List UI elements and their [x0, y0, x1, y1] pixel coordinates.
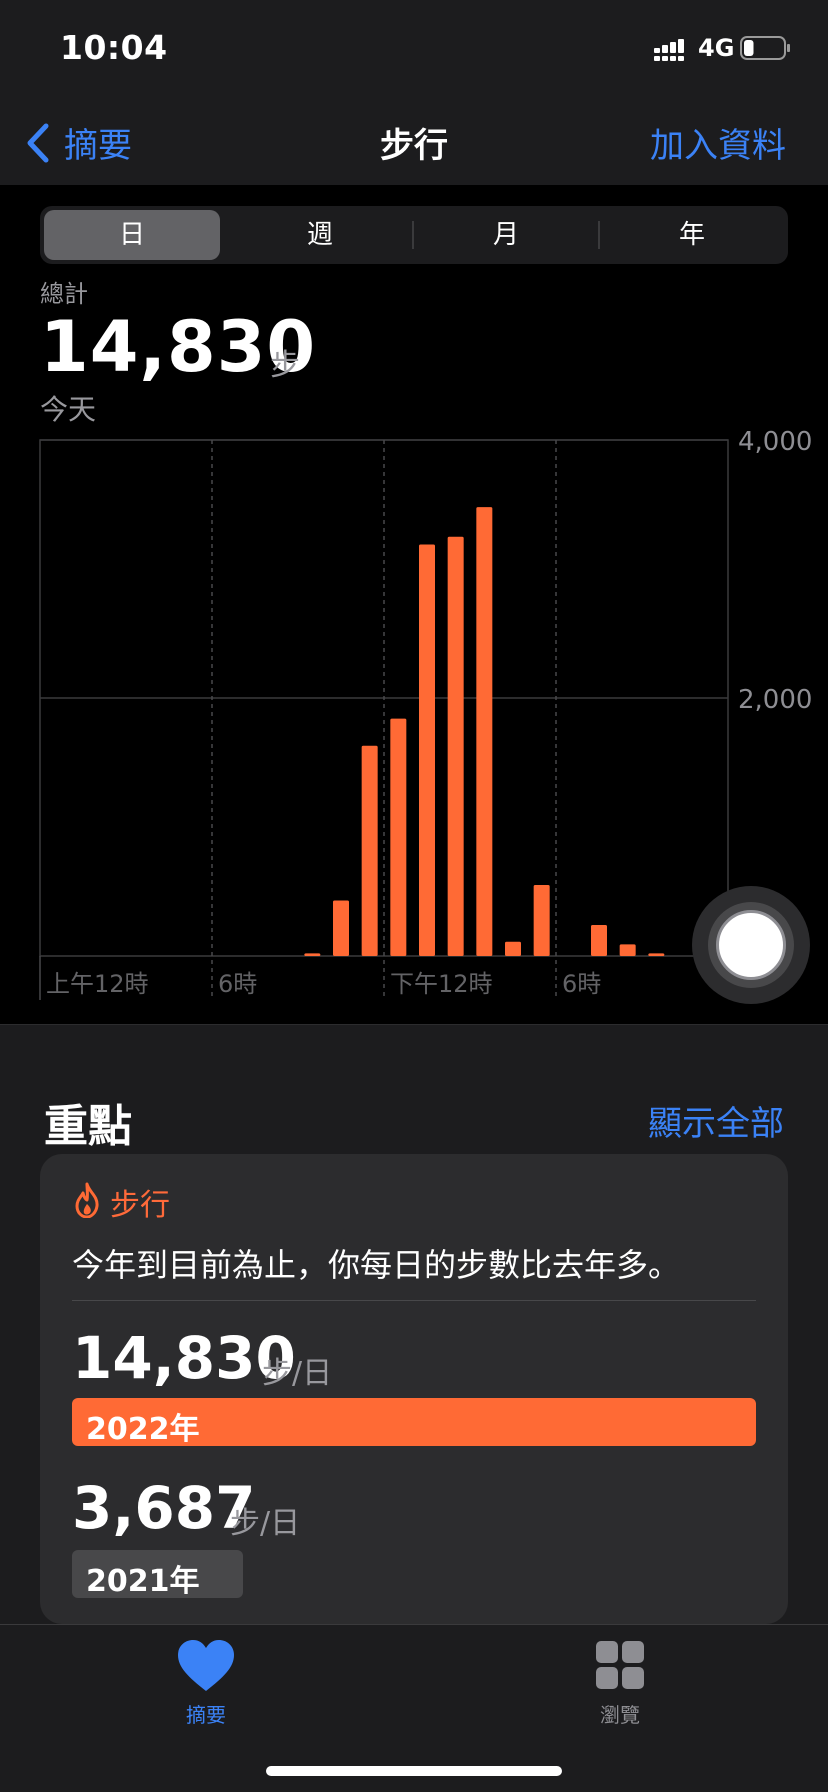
chart-bar [361, 745, 378, 956]
add-data-button[interactable]: 加入資料 [650, 126, 786, 166]
year-bar-current: 2022年 [72, 1398, 756, 1447]
total-steps-value: 14,830 [40, 306, 317, 388]
show-all-link[interactable]: 顯示全部 [648, 1104, 784, 1144]
assistive-touch-ring [708, 902, 794, 988]
back-chevron-icon[interactable] [24, 122, 52, 164]
stat-unit-previous: 步/日 [230, 1506, 301, 1541]
stat-value-current: 14,830 [72, 1324, 296, 1392]
chart-bar [505, 941, 521, 956]
x-tick-label: 6時 [562, 970, 601, 998]
segment-divider [598, 221, 600, 249]
battery-icon [740, 36, 790, 60]
page-title: 步行 [380, 126, 448, 166]
tab-browse[interactable]: 瀏覽 [550, 1639, 690, 1728]
chart-bar [648, 953, 665, 956]
card-message: 今年到目前為止，你每日的步數比去年多。 [72, 1246, 681, 1284]
stat-unit-current: 步/日 [262, 1356, 333, 1391]
y-tick-label: 2,000 [738, 685, 812, 715]
chart-bar [333, 900, 349, 956]
navigation-bar: 摘要 步行 加入資料 [0, 100, 828, 185]
tab-summary[interactable]: 摘要 [136, 1639, 276, 1728]
chart-bar [591, 925, 607, 956]
x-tick-label: 下午12時 [390, 970, 493, 998]
assistive-touch-inner [716, 910, 786, 980]
x-tick-label: 6時 [218, 970, 257, 998]
chart-bar [304, 953, 321, 956]
highlight-card[interactable]: 步行 今年到目前為止，你每日的步數比去年多。 14,830 步/日 2022年 … [40, 1154, 788, 1624]
chart-bar [447, 536, 464, 956]
card-category: 步行 [110, 1188, 170, 1223]
flame-icon [75, 1182, 99, 1218]
stat-value-previous: 3,687 [72, 1474, 256, 1542]
card-divider [72, 1300, 756, 1301]
total-label: 總計 [40, 280, 88, 308]
network-type: 4G [698, 34, 735, 62]
segment-divider [412, 221, 414, 249]
x-tick-label: 上午12時 [46, 970, 149, 998]
signal-strength-icon [654, 39, 684, 61]
steps-bar-chart[interactable]: 4,000 2,000 上午12時 6時 下午12時 6時 [0, 430, 828, 1010]
tab-summary-label: 摘要 [186, 1703, 226, 1727]
chart-bar [419, 544, 435, 956]
time-range-segmented-control: 日 週 月 年 [40, 206, 788, 264]
year-label-previous: 2021年 [86, 1564, 200, 1599]
chart-bar [619, 944, 636, 956]
segment-day[interactable]: 日 [44, 210, 220, 260]
segment-month[interactable]: 月 [492, 220, 519, 250]
chart-bar [476, 507, 493, 956]
grid-icon [596, 1641, 644, 1689]
heart-icon [178, 1640, 234, 1691]
year-label-current: 2022年 [86, 1412, 200, 1447]
status-time: 10:04 [60, 28, 168, 67]
segment-year[interactable]: 年 [678, 220, 705, 250]
assistive-touch-button[interactable] [692, 886, 810, 1004]
tab-browse-label: 瀏覽 [600, 1703, 640, 1727]
year-bar-previous: 2021年 [72, 1550, 243, 1599]
tab-bar: 摘要 瀏覽 [0, 1624, 828, 1792]
home-indicator[interactable] [266, 1766, 562, 1776]
date-label: 今天 [40, 393, 97, 426]
y-tick-label: 4,000 [738, 430, 812, 457]
chart-bar [390, 718, 407, 956]
highlights-title: 重點 [44, 1101, 132, 1152]
total-steps-unit: 步 [270, 348, 300, 383]
segment-week[interactable]: 週 [306, 220, 333, 250]
back-button[interactable]: 摘要 [64, 126, 132, 166]
chart-bar [533, 885, 550, 956]
status-bar: 10:04 4G [0, 0, 828, 100]
